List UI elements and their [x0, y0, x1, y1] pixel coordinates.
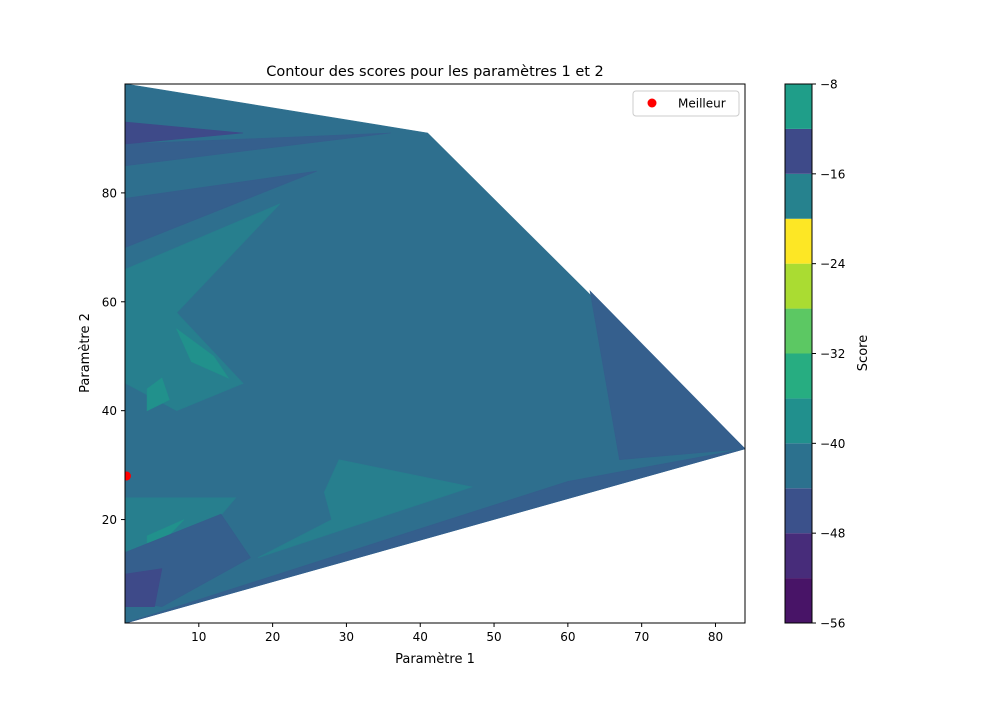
contour-region: [589, 290, 745, 461]
colorbar-segment: [785, 578, 812, 623]
colorbar-tick-label: −40: [820, 437, 845, 451]
contour-region: [125, 203, 281, 412]
chart-title: Contour des scores pour les paramètres 1…: [266, 64, 604, 80]
y-axis-title: Paramètre 2: [78, 313, 93, 393]
colorbar-tick-label: −48: [820, 527, 845, 541]
contour-region: [125, 121, 244, 145]
y-tick-label: 80: [102, 186, 117, 200]
x-axis-ticks: 10 20 30 40 50 60 70 80: [191, 623, 723, 644]
y-tick-label: 40: [102, 404, 117, 418]
colorbar-segment: [785, 173, 812, 219]
plot-frame: [124, 83, 746, 624]
x-axis-title: Paramètre 1: [395, 652, 475, 667]
colorbar-title: Score: [856, 335, 871, 371]
colorbar-tick-label: −56: [820, 617, 845, 631]
x-tick-label: 20: [265, 630, 280, 644]
colorbar-segment: [785, 443, 812, 489]
contour-regions: [125, 84, 745, 623]
contour-region: [125, 568, 163, 608]
colorbar-segment: [785, 84, 812, 129]
best-point-layer: [125, 471, 131, 481]
colorbar: −56 −48 −40 −32 −24 −16 −8: [784, 78, 845, 631]
contour-region: [125, 132, 391, 167]
legend: Meilleur: [632, 90, 740, 117]
x-tick-label: 40: [413, 630, 428, 644]
x-tick-label: 10: [191, 630, 206, 644]
plot-area: [125, 84, 745, 623]
legend-marker: [647, 98, 657, 108]
colorbar-segment: [785, 218, 812, 264]
y-tick-label: 60: [102, 295, 117, 309]
colorbar-segment: [785, 488, 812, 534]
colorbar-segment: [785, 308, 812, 354]
contour-region: [125, 170, 318, 248]
legend-label: Meilleur: [678, 97, 726, 111]
colorbar-segment: [785, 533, 812, 579]
x-tick-label: 80: [708, 630, 723, 644]
legend-box: [632, 90, 740, 117]
colorbar-segment: [785, 398, 812, 444]
contour-region: [257, 459, 474, 558]
x-tick-label: 50: [486, 630, 501, 644]
colorbar-segment: [785, 128, 812, 174]
colorbar-tick-label: −32: [820, 347, 845, 361]
colorbar-segment: [785, 353, 812, 399]
x-tick-label: 60: [560, 630, 575, 644]
contour-region: [146, 377, 170, 412]
colorbar-tick-label: −16: [820, 167, 845, 181]
contour-region: [175, 328, 230, 379]
contour-region: [125, 448, 745, 623]
colorbar-tick-label: −24: [820, 257, 845, 271]
y-axis-ticks: 20 40 60 80: [102, 186, 125, 527]
colorbar-segment: [785, 263, 812, 309]
y-tick-label: 20: [102, 513, 117, 527]
x-tick-label: 30: [339, 630, 354, 644]
best-point-marker: [125, 471, 131, 481]
x-tick-label: 70: [634, 630, 649, 644]
colorbar-tick-label: −8: [820, 78, 838, 92]
